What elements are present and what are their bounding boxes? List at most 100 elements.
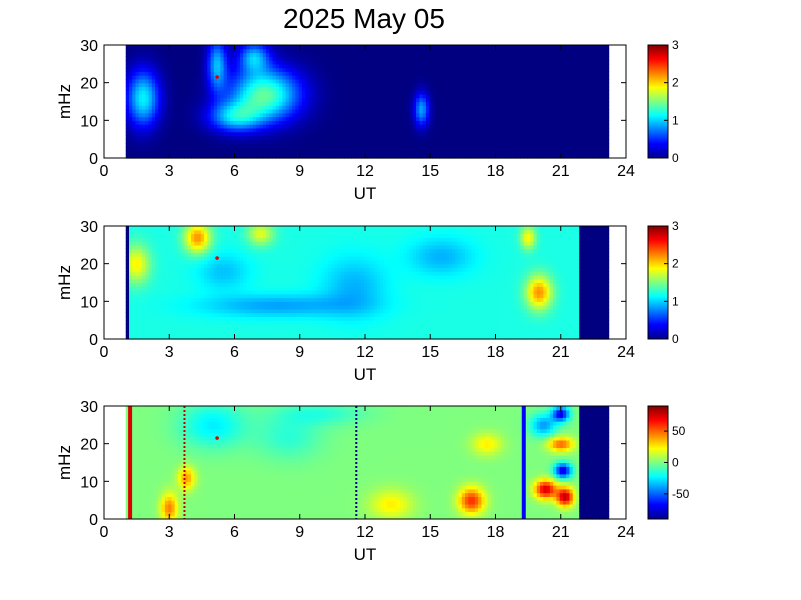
heatmap-cell bbox=[380, 56, 385, 61]
heatmap-cell bbox=[279, 127, 283, 133]
heatmap-cell bbox=[239, 93, 244, 99]
heatmap-cell bbox=[184, 105, 189, 110]
heatmap-cell bbox=[129, 301, 133, 306]
heatmap-cell bbox=[553, 120, 557, 125]
heatmap-cell bbox=[168, 259, 173, 265]
heatmap-cell bbox=[487, 101, 492, 106]
heatmap-cell bbox=[226, 78, 231, 84]
x-axis-label: UT bbox=[354, 184, 377, 203]
heatmap-cell bbox=[370, 124, 375, 129]
heatmap-cell bbox=[595, 75, 600, 80]
heatmap-cell bbox=[523, 109, 528, 114]
heatmap-cell bbox=[546, 56, 551, 61]
heatmap-cell bbox=[191, 82, 195, 88]
heatmap-cell bbox=[595, 67, 600, 72]
heatmap-cell bbox=[500, 82, 505, 88]
heatmap-cell bbox=[595, 150, 600, 155]
heatmap-cell bbox=[517, 154, 522, 159]
heatmap-cell bbox=[158, 135, 163, 140]
heatmap-cell bbox=[556, 146, 561, 152]
heatmap-cell bbox=[174, 150, 179, 155]
heatmap-cell bbox=[132, 263, 137, 269]
heatmap-cell bbox=[363, 52, 368, 57]
heatmap-cell bbox=[138, 90, 143, 95]
heatmap-cell bbox=[246, 142, 251, 148]
heatmap-cell bbox=[562, 71, 567, 76]
heatmap-cell bbox=[230, 67, 235, 72]
heatmap-cell bbox=[559, 60, 564, 65]
heatmap-cell bbox=[507, 135, 512, 140]
heatmap-cell bbox=[239, 78, 244, 84]
heatmap-cell bbox=[412, 112, 417, 118]
heatmap-cell bbox=[504, 82, 509, 88]
heatmap-cell bbox=[233, 82, 238, 88]
heatmap-cell bbox=[592, 60, 597, 65]
heatmap-cell bbox=[435, 63, 440, 69]
heatmap-cell bbox=[200, 154, 205, 159]
heatmap-cell bbox=[210, 150, 215, 155]
heatmap-cell bbox=[295, 146, 300, 152]
heatmap-cell bbox=[279, 82, 283, 88]
heatmap-cell bbox=[585, 86, 590, 91]
heatmap-cell bbox=[145, 150, 150, 155]
heatmap-cell bbox=[461, 109, 466, 114]
heatmap-cell bbox=[177, 320, 182, 325]
heatmap-cell bbox=[337, 127, 342, 133]
heatmap-cell bbox=[419, 52, 424, 57]
heatmap-cell bbox=[151, 97, 156, 103]
heatmap-cell bbox=[448, 67, 453, 72]
heatmap-cell bbox=[135, 63, 140, 69]
heatmap-cell bbox=[559, 97, 564, 103]
heatmap-cell bbox=[592, 127, 597, 133]
heatmap-cell bbox=[138, 60, 143, 65]
heatmap-cell bbox=[174, 248, 179, 253]
heatmap-cell bbox=[213, 131, 218, 136]
heatmap-cell bbox=[226, 71, 231, 76]
heatmap-cell bbox=[148, 233, 153, 238]
heatmap-cell bbox=[213, 56, 218, 61]
heatmap-cell bbox=[572, 48, 577, 54]
heatmap-cell bbox=[491, 150, 496, 155]
heatmap-cell bbox=[155, 45, 159, 50]
heatmap-cell bbox=[393, 67, 398, 72]
heatmap-cell bbox=[142, 86, 146, 91]
heatmap-cell bbox=[575, 93, 580, 99]
heatmap-cell bbox=[399, 78, 404, 84]
heatmap-cell bbox=[129, 82, 133, 88]
heatmap-cell bbox=[500, 154, 505, 159]
heatmap-cell bbox=[491, 97, 496, 103]
heatmap-cell bbox=[129, 297, 133, 302]
heatmap-cell bbox=[468, 120, 473, 125]
heatmap-cell bbox=[275, 139, 280, 144]
heatmap-cell bbox=[507, 142, 512, 148]
heatmap-cell bbox=[566, 120, 571, 125]
heatmap-cell bbox=[546, 52, 551, 57]
heatmap-cell bbox=[589, 146, 593, 152]
heatmap-cell bbox=[572, 101, 577, 106]
heatmap-cell bbox=[311, 105, 316, 110]
heatmap-cell bbox=[341, 75, 345, 80]
heatmap-cell bbox=[592, 45, 597, 50]
heatmap-cell bbox=[321, 109, 326, 114]
heatmap-cell bbox=[572, 112, 577, 118]
heatmap-cell bbox=[520, 135, 525, 140]
heatmap-cell bbox=[367, 142, 372, 148]
heatmap-cell bbox=[396, 101, 401, 106]
heatmap-cell bbox=[177, 60, 182, 65]
heatmap-cell bbox=[292, 75, 296, 80]
heatmap-cell bbox=[461, 71, 466, 76]
heatmap-cell bbox=[148, 259, 153, 265]
heatmap-cell bbox=[432, 52, 437, 57]
heatmap-cell bbox=[177, 75, 182, 80]
heatmap-cell bbox=[129, 109, 133, 114]
heatmap-cell bbox=[177, 105, 182, 110]
heatmap-cell bbox=[168, 139, 173, 144]
heatmap-cell bbox=[252, 52, 257, 57]
heatmap-cell bbox=[442, 124, 447, 129]
heatmap-cell bbox=[142, 316, 146, 321]
heatmap-cell bbox=[155, 131, 159, 136]
heatmap-cell bbox=[513, 63, 518, 69]
heatmap-cell bbox=[579, 112, 584, 118]
heatmap-cell bbox=[484, 124, 489, 129]
heatmap-cell bbox=[390, 116, 394, 121]
